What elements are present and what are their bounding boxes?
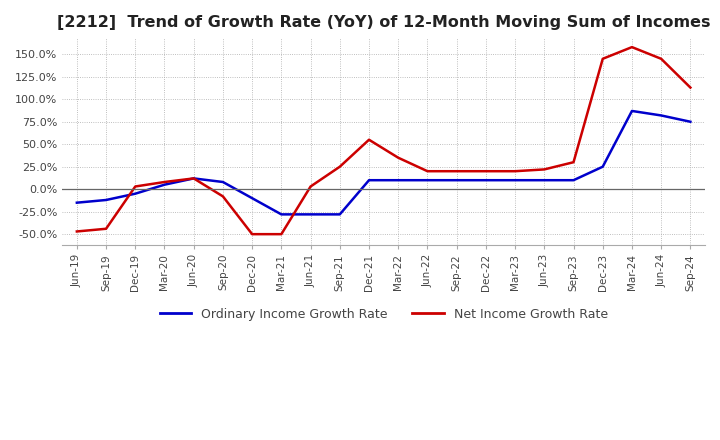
Net Income Growth Rate bbox=[394, 155, 402, 160]
Ordinary Income Growth Rate bbox=[102, 198, 110, 203]
Net Income Growth Rate bbox=[452, 169, 461, 174]
Ordinary Income Growth Rate bbox=[423, 178, 432, 183]
Net Income Growth Rate bbox=[277, 231, 286, 237]
Ordinary Income Growth Rate bbox=[540, 178, 549, 183]
Net Income Growth Rate bbox=[365, 137, 374, 143]
Ordinary Income Growth Rate bbox=[510, 178, 519, 183]
Ordinary Income Growth Rate bbox=[277, 212, 286, 217]
Title: [2212]  Trend of Growth Rate (YoY) of 12-Month Moving Sum of Incomes: [2212] Trend of Growth Rate (YoY) of 12-… bbox=[57, 15, 711, 30]
Ordinary Income Growth Rate bbox=[189, 176, 198, 181]
Net Income Growth Rate bbox=[189, 176, 198, 181]
Ordinary Income Growth Rate bbox=[482, 178, 490, 183]
Ordinary Income Growth Rate bbox=[131, 191, 140, 196]
Net Income Growth Rate bbox=[102, 226, 110, 231]
Net Income Growth Rate bbox=[336, 164, 344, 169]
Ordinary Income Growth Rate bbox=[598, 164, 607, 169]
Ordinary Income Growth Rate bbox=[160, 182, 168, 187]
Net Income Growth Rate bbox=[219, 194, 228, 199]
Net Income Growth Rate bbox=[423, 169, 432, 174]
Ordinary Income Growth Rate bbox=[365, 178, 374, 183]
Ordinary Income Growth Rate bbox=[686, 119, 695, 125]
Ordinary Income Growth Rate bbox=[336, 212, 344, 217]
Ordinary Income Growth Rate bbox=[248, 195, 256, 201]
Ordinary Income Growth Rate bbox=[306, 212, 315, 217]
Net Income Growth Rate bbox=[657, 56, 665, 62]
Net Income Growth Rate bbox=[131, 184, 140, 189]
Ordinary Income Growth Rate bbox=[657, 113, 665, 118]
Net Income Growth Rate bbox=[248, 231, 256, 237]
Ordinary Income Growth Rate bbox=[452, 178, 461, 183]
Net Income Growth Rate bbox=[482, 169, 490, 174]
Net Income Growth Rate bbox=[73, 229, 81, 234]
Net Income Growth Rate bbox=[686, 85, 695, 90]
Ordinary Income Growth Rate bbox=[394, 178, 402, 183]
Net Income Growth Rate bbox=[540, 167, 549, 172]
Line: Ordinary Income Growth Rate: Ordinary Income Growth Rate bbox=[77, 111, 690, 214]
Net Income Growth Rate bbox=[160, 180, 168, 185]
Ordinary Income Growth Rate bbox=[628, 108, 636, 114]
Net Income Growth Rate bbox=[598, 56, 607, 62]
Ordinary Income Growth Rate bbox=[73, 200, 81, 205]
Legend: Ordinary Income Growth Rate, Net Income Growth Rate: Ordinary Income Growth Rate, Net Income … bbox=[155, 303, 613, 326]
Net Income Growth Rate bbox=[510, 169, 519, 174]
Line: Net Income Growth Rate: Net Income Growth Rate bbox=[77, 47, 690, 234]
Net Income Growth Rate bbox=[570, 160, 578, 165]
Ordinary Income Growth Rate bbox=[219, 180, 228, 185]
Ordinary Income Growth Rate bbox=[570, 178, 578, 183]
Net Income Growth Rate bbox=[306, 184, 315, 189]
Net Income Growth Rate bbox=[628, 44, 636, 50]
